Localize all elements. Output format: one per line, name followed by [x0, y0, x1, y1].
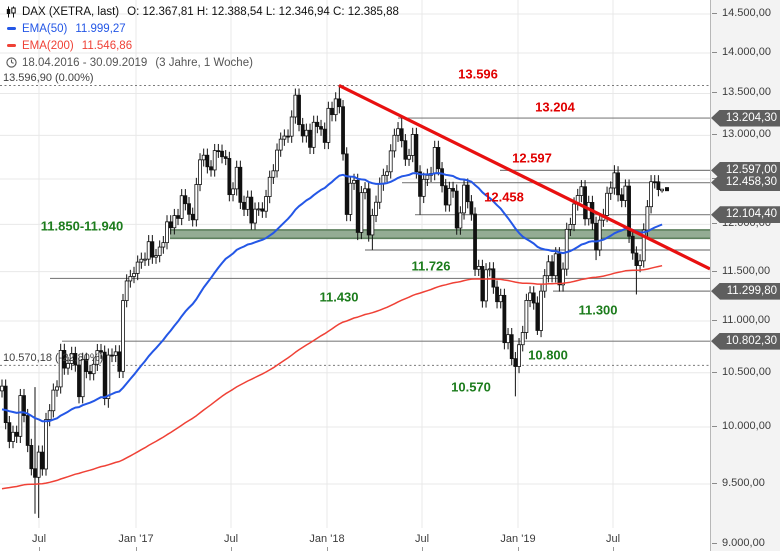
support-level-label: 11.726: [411, 258, 451, 274]
price-axis[interactable]: 14.500,0014.000,0013.500,0013.000,0012.5…: [710, 0, 780, 551]
tick-mark: [422, 547, 423, 551]
tick-mark: [712, 482, 717, 484]
price-level-badge[interactable]: 12.104,40: [711, 206, 780, 224]
ohlc-values: O: 12.367,81 H: 12.388,54 L: 12.346,94 C…: [127, 5, 399, 18]
resistance-level-label: 13.204: [535, 99, 575, 115]
time-axis-label: Jan '17: [118, 533, 154, 545]
tick-mark: [712, 320, 717, 322]
ema50-label: EMA(50): [22, 22, 68, 35]
tick-mark: [712, 270, 717, 272]
ema50-line[interactable]: [1, 172, 663, 423]
time-axis[interactable]: Jul Jan '17 Jul Jan '18 Jul Jan '19 Jul: [0, 528, 710, 551]
price-chart-plot-area[interactable]: [0, 0, 710, 551]
time-axis-label: Jul: [605, 533, 621, 545]
candlestick-icon: [4, 6, 18, 18]
support-level-label: 10.800: [528, 347, 568, 363]
price-level-badge[interactable]: 13.204,30: [711, 109, 780, 127]
tick-mark: [712, 371, 717, 373]
candles-layer: [0, 85, 664, 518]
support-band[interactable]: [170, 229, 710, 239]
support-level-label: 11.850-11.940: [40, 218, 124, 234]
time-axis-label: Jul: [223, 533, 239, 545]
tick-mark: [613, 547, 614, 551]
time-axis-label: Jul: [414, 533, 430, 545]
ema50-line-icon: [4, 27, 18, 30]
tick-mark: [712, 425, 717, 427]
resistance-level-label: 13.596: [458, 66, 498, 82]
time-axis-label: Jan '18: [309, 533, 345, 545]
date-range: 18.04.2016 - 30.09.2019: [22, 56, 148, 69]
downtrend-line[interactable]: [338, 84, 710, 271]
tick-mark: [712, 223, 717, 225]
alert-line-label[interactable]: 10.570,18 (-22,80%): [3, 352, 104, 364]
ema200-value: 11.546,86: [81, 39, 133, 52]
tick-mark: [712, 92, 717, 94]
tick-mark: [712, 13, 717, 15]
tick-mark: [327, 547, 328, 551]
clock-icon: [4, 57, 18, 68]
tick-mark: [712, 177, 717, 179]
instrument-name: DAX (XETRA, last): [22, 5, 120, 18]
ema200-line[interactable]: [1, 264, 663, 490]
date-range-row: 18.04.2016 - 30.09.2019 (3 Jahre, 1 Woch…: [4, 54, 399, 71]
resistance-level-label: 12.458: [484, 189, 524, 205]
tick-mark: [518, 547, 519, 551]
interval-label: (3 Jahre, 1 Woche): [155, 56, 253, 69]
price-level-badge[interactable]: 11.299,80: [711, 282, 780, 300]
ema200-line-icon: [4, 44, 18, 47]
last-price-marker: [665, 187, 669, 192]
price-level-badge[interactable]: 12.458,30: [711, 174, 780, 192]
support-level-label: 10.570: [451, 379, 491, 395]
alert-line-label[interactable]: 13.596,90 (0.00%): [3, 72, 94, 84]
instrument-row: DAX (XETRA, last) O: 12.367,81 H: 12.388…: [4, 3, 399, 20]
support-level-label: 11.430: [319, 289, 359, 305]
time-axis-label: Jan '19: [500, 533, 536, 545]
support-level-label: 11.300: [578, 302, 618, 318]
tick-mark: [231, 547, 232, 551]
tick-mark: [39, 547, 40, 551]
ema50-value: 11.999,27: [75, 22, 126, 35]
ema200-label: EMA(200): [22, 39, 74, 52]
tick-mark: [712, 134, 717, 136]
chart-legend: DAX (XETRA, last) O: 12.367,81 H: 12.388…: [4, 3, 399, 71]
ema200-legend-row[interactable]: EMA(200) 11.546,86: [4, 37, 399, 54]
ema50-legend-row[interactable]: EMA(50) 11.999,27: [4, 20, 399, 37]
resistance-level-label: 12.597: [512, 150, 552, 166]
tick-mark: [712, 543, 717, 545]
tick-mark: [712, 52, 717, 54]
price-level-badge[interactable]: 10.802,30: [711, 332, 780, 350]
tick-mark: [136, 547, 137, 551]
time-axis-label: Jul: [31, 533, 47, 545]
